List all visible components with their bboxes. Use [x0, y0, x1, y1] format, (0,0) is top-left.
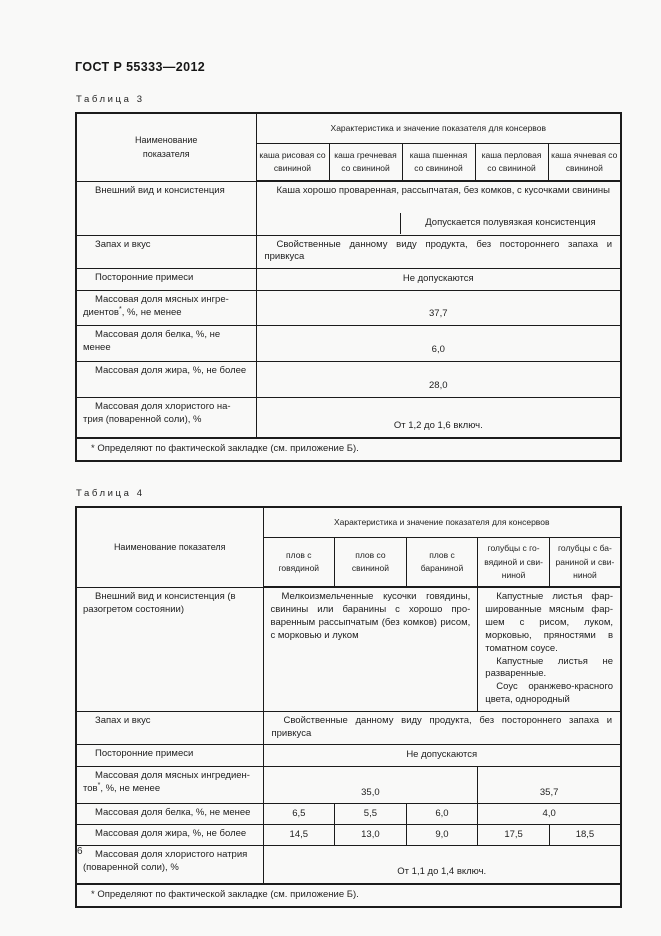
table3-name-header: Наименование показателя — [75, 112, 257, 182]
row-value: Не допускаются — [255, 268, 622, 292]
row-label: Посторонние примеси — [75, 744, 264, 768]
table4-name-header: Наименование показателя — [75, 506, 264, 588]
row-value: 28,0 — [255, 361, 622, 399]
appearance-main-text: Каша хорошо проваренная, рассыпчатая, бе… — [276, 185, 611, 196]
row-label: Массовая доля белка, %, не менее — [75, 803, 264, 826]
table4-column-header: плов с говядиной — [262, 536, 336, 589]
row-label: Массовая доля мясных ингре­диентов*, %, … — [75, 290, 257, 327]
row-value: 6,0 — [255, 325, 622, 363]
table3-column-header: каша рисовая со свининой — [255, 142, 330, 182]
table4-subheader-row: плов с говядиной плов со свининой плов с… — [76, 536, 622, 589]
row-label: Массовая доля жира, %, не бо­лее — [75, 361, 257, 399]
table-row: Массовая доля хлористого на­трия (поваре… — [75, 397, 622, 439]
row-value: От 1,1 до 1,4 включ. — [262, 845, 622, 884]
row-label-rest: , %, не менее — [100, 783, 161, 795]
row-value: 4,0 — [477, 803, 622, 826]
row-value: Свойственные данному виду продукта, без … — [255, 234, 622, 270]
table4-column-header: плов со свининой — [334, 536, 407, 589]
pilaf-description: Мелкоизмельченные кусочки говяди­ны, сви… — [270, 591, 471, 641]
table-4: Наименование показателя Характеристика и… — [75, 506, 622, 909]
table4-caption: Таблица 4 — [76, 488, 145, 500]
row-label: Запах и вкус — [75, 234, 257, 270]
table-row: Массовая доля хлористого натрия (поварен… — [75, 845, 622, 884]
row-value: 35,0 — [262, 766, 479, 805]
row-value: 35,7 — [477, 766, 622, 805]
footnote: * Определяют по фактической закладке (см… — [75, 436, 622, 462]
cabbage-description-1: Капустные листья фар­шированные мясным ф… — [485, 591, 613, 654]
footnote-marker: * — [97, 782, 101, 790]
row-label: Массовая доля хлористого на­трия (поваре… — [75, 397, 257, 439]
footnote: * Определяют по фактической закладке (см… — [75, 882, 622, 908]
table4-column-header: плов с бараниной — [405, 536, 479, 589]
table3-column-header: каша пшенная со свининой — [401, 142, 476, 182]
table-row: Внешний вид и консистенция (в разогретом… — [75, 586, 622, 712]
row-value: 9,0 — [405, 824, 479, 846]
table-row: Посторонние примеси Не допускаются — [75, 268, 622, 292]
table-row: Внешний вид и консистенция Каша хорошо п… — [75, 180, 622, 236]
cabbage-description-3: Соус оранжево-красно­го цвета, однородны… — [485, 681, 613, 705]
table-row: Посторонние примеси Не допускаются — [75, 744, 622, 768]
table3-group-header: Характеристика и значение показателя для… — [255, 112, 622, 144]
row-label-text: Массовая доля мясных ингредиен­тов — [83, 770, 250, 795]
table4-column-header: голубцы с ба­раниной и сви­ниной — [548, 536, 622, 589]
row-label: Массовая доля белка, %, не менее — [75, 325, 257, 363]
row-value: 13,0 — [334, 824, 407, 846]
table-row: Массовая доля жира, %, не бо­лее 28,0 — [75, 361, 622, 399]
row-value: 18,5 — [548, 824, 622, 846]
table-row: Массовая доля жира, %, не более 14,5 13,… — [75, 824, 622, 846]
row-value: Не допускаются — [262, 744, 622, 768]
appearance-spacer — [257, 213, 400, 234]
table-footnote-row: * Определяют по фактической закладке (см… — [75, 436, 622, 462]
table-row: Запах и вкус Свойственные данному виду п… — [75, 234, 622, 270]
table-row: Массовая доля мясных ингредиен­тов*, %, … — [75, 766, 622, 805]
appearance-cell: Каша хорошо проваренная, рассыпчатая, бе… — [255, 180, 622, 236]
row-value: От 1,2 до 1,6 включ. — [255, 397, 622, 439]
pilaf-description-cell: Мелкоизмельченные кусочки говяди­ны, сви… — [262, 586, 479, 712]
table3-column-header: каша гречневая со свининой — [328, 142, 403, 182]
appearance-subrow: Допускается полувязкая консистенция — [257, 213, 621, 234]
row-label: Внешний вид и консистенция — [75, 180, 257, 236]
table-row: Массовая доля белка, %, не менее 6,5 5,5… — [75, 803, 622, 826]
row-value: Свойственные данному виду продукта, без … — [262, 710, 622, 746]
row-label: Массовая доля мясных ингредиен­тов*, %, … — [75, 766, 264, 805]
table3-column-header: каша ячневая со свининой — [547, 142, 622, 182]
table3-subheader-row: каша рисовая со свининой каша гречневая … — [76, 142, 622, 182]
row-label: Массовая доля хлористого натрия (поварен… — [75, 845, 264, 884]
table-row: Массовая доля мясных ингре­диентов*, %, … — [75, 290, 622, 327]
row-value: 6,5 — [262, 803, 336, 826]
row-label: Посторонние примеси — [75, 268, 257, 292]
appearance-note: Допускается полувязкая консистенция — [399, 213, 620, 234]
row-value: 6,0 — [405, 803, 479, 826]
row-label: Внешний вид и консистенция (в разогретом… — [75, 586, 264, 712]
table-row: Запах и вкус Свойственные данному виду п… — [75, 710, 622, 746]
row-label-rest: , %, не менее — [121, 306, 182, 318]
table3-column-header: каша перловая со свининой — [474, 142, 549, 182]
row-value: 37,7 — [255, 290, 622, 327]
doc-number: ГОСТ Р 55333—2012 — [75, 60, 206, 74]
table-3: Наименование показателя Характеристика и… — [75, 112, 623, 463]
table4-group-header: Характеристика и значение показателя для… — [262, 506, 622, 538]
row-label: Массовая доля жира, %, не более — [75, 824, 264, 846]
table-row: Массовая доля белка, %, не менее 6,0 — [75, 325, 622, 363]
table-footnote-row: * Определяют по фактической закладке (см… — [75, 882, 622, 908]
table4-header-group-row: Наименование показателя Характеристика и… — [75, 506, 622, 588]
row-value: 5,5 — [334, 803, 407, 826]
page-number: 6 — [77, 846, 83, 857]
cabbage-description-2: Капустные листья не разваренные. — [485, 655, 613, 680]
table4-column-header: голубцы с го­вядиной и сви­ниной — [477, 536, 550, 589]
row-value: 17,5 — [477, 824, 550, 846]
row-value: 14,5 — [262, 824, 336, 846]
cabbage-description-cell: Капустные листья фар­шированные мясным ф… — [477, 586, 622, 712]
table3-caption: Таблица 3 — [76, 94, 145, 105]
table3-header-group-row: Наименование показателя Характеристика и… — [75, 112, 622, 182]
row-label-text: Массовая доля мясных ингре­диентов — [83, 294, 229, 318]
page-content: ГОСТ Р 55333—2012 Таблица 3 Наименование… — [75, 60, 623, 909]
row-label: Запах и вкус — [75, 710, 264, 746]
footnote-marker: * — [118, 305, 122, 313]
